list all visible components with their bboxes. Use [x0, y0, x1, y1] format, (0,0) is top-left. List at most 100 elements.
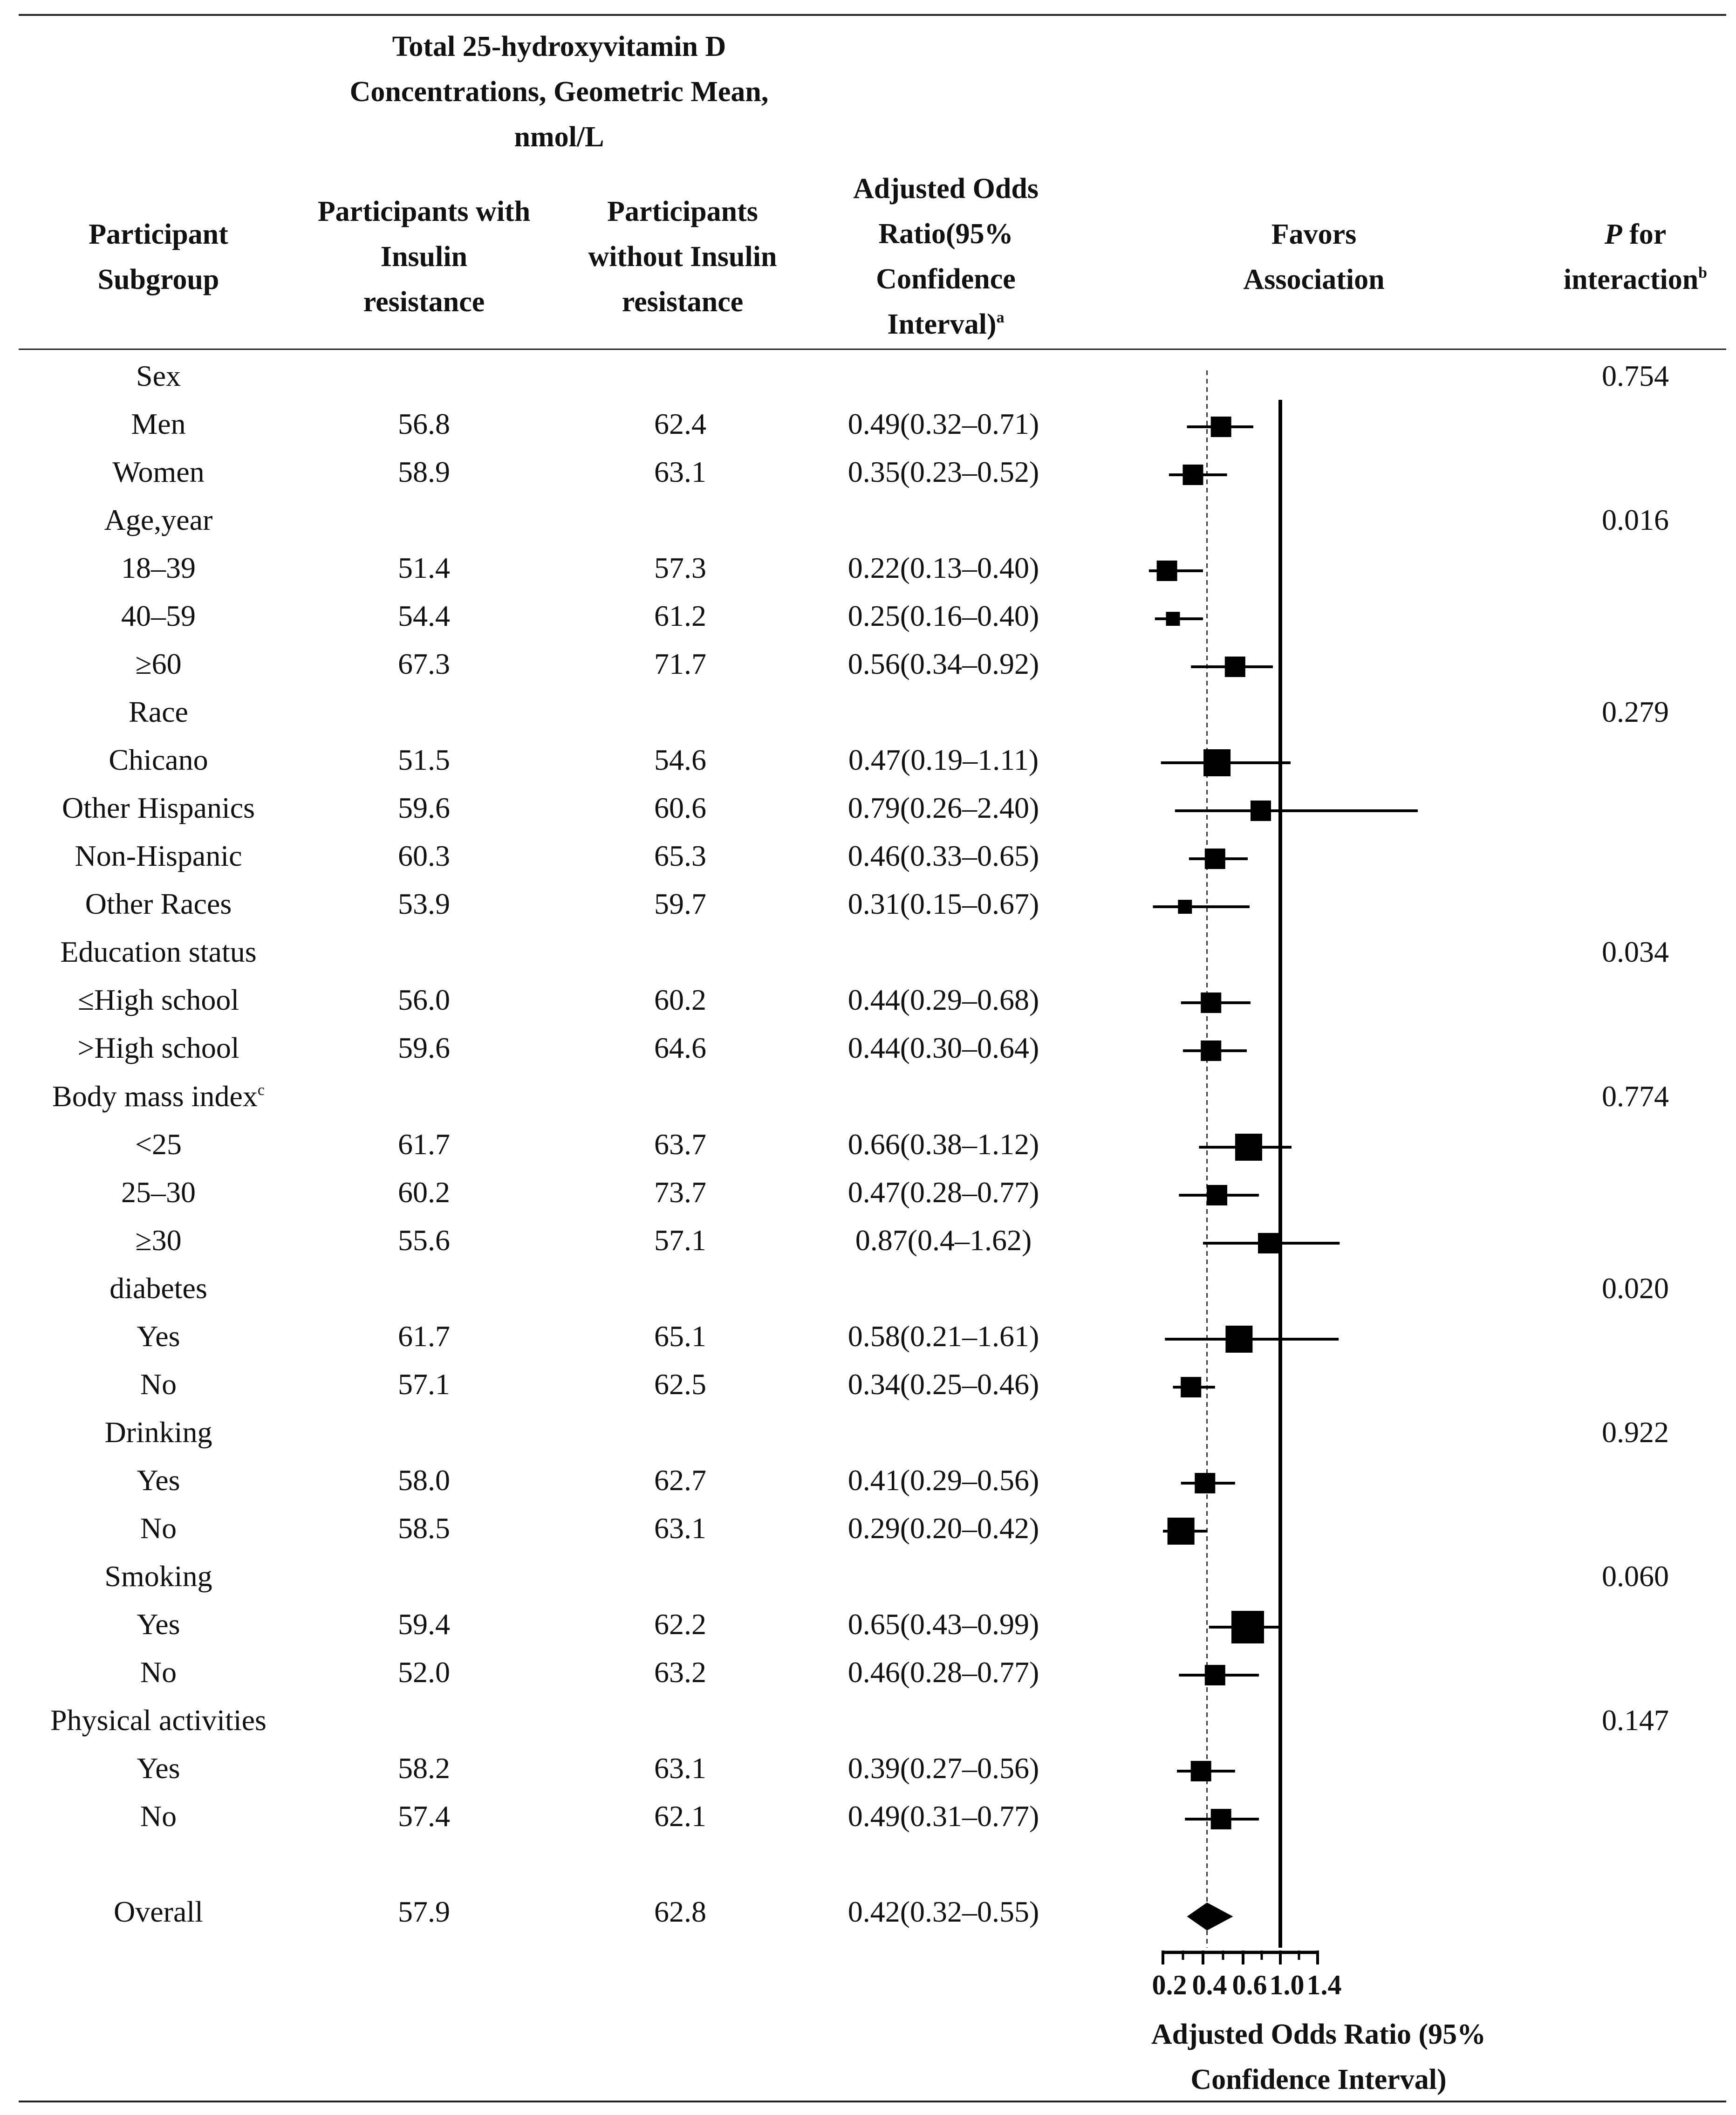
- row-p-interaction: 0.147: [1602, 1704, 1669, 1737]
- row-label-text: Body mass index: [52, 1080, 258, 1113]
- row-without-ir-value: 62.1: [654, 1800, 706, 1833]
- row-with-ir-value: 53.9: [398, 887, 450, 920]
- row-odds-ratio-text: 0.49(0.31–0.77): [847, 1800, 1039, 1833]
- row-without-ir-value: 57.1: [654, 1224, 706, 1257]
- row-group-label: Smoking: [104, 1560, 212, 1593]
- row-odds-ratio-text: 0.31(0.15–0.67): [847, 887, 1039, 920]
- row-odds-ratio-text: 0.49(0.32–0.71): [847, 407, 1039, 440]
- row-group-label: Drinking: [104, 1416, 212, 1449]
- row-without-ir-value: 63.1: [654, 1512, 706, 1545]
- row-group-label: diabetes: [109, 1272, 207, 1305]
- row-without-ir-value: 71.7: [654, 647, 706, 680]
- row-odds-ratio-text: 0.46(0.33–0.65): [847, 839, 1039, 872]
- header-rule: [19, 349, 1726, 350]
- row-subgroup-label: No: [140, 1368, 177, 1401]
- x-axis-title-line-1: Adjusted Odds Ratio (95%: [1151, 2019, 1486, 2050]
- point-estimate-marker: [1231, 1611, 1264, 1643]
- row-subgroup-label: Yes: [137, 1320, 180, 1353]
- row-odds-ratio-text: 0.56(0.34–0.92): [847, 647, 1039, 680]
- row-odds-ratio-text: 0.58(0.21–1.61): [847, 1320, 1039, 1353]
- row-p-interaction: 0.774: [1602, 1080, 1669, 1113]
- row-subgroup-label: Other Hispanics: [62, 791, 255, 824]
- point-estimate-marker: [1167, 1518, 1195, 1545]
- row-p-interaction: 0.060: [1602, 1560, 1669, 1593]
- x-tick-label: 1.0: [1270, 1970, 1305, 2000]
- row-with-ir-value: 52.0: [398, 1656, 450, 1689]
- row-subgroup-label: No: [140, 1512, 177, 1545]
- row-p-interaction: 0.020: [1602, 1272, 1669, 1305]
- header-adjusted-odds-ratio: Adjusted Odds Ratio(95% Confidence Inter…: [853, 173, 1039, 340]
- point-estimate-marker: [1166, 612, 1180, 626]
- row-group-label: Physical activities: [50, 1704, 267, 1737]
- row-odds-ratio-text: 0.66(0.38–1.12): [847, 1128, 1039, 1161]
- row-subgroup-label: 40–59: [121, 599, 196, 632]
- point-estimate-marker: [1204, 1665, 1225, 1685]
- row-without-ir-value: 59.7: [654, 887, 706, 920]
- point-estimate-marker: [1195, 1473, 1216, 1493]
- row-with-ir-value: 60.3: [398, 839, 450, 872]
- header-favors-association: Favors Association: [1243, 219, 1385, 295]
- row-label-superscript: c: [257, 1081, 265, 1099]
- row-without-ir-value: 54.6: [654, 743, 706, 776]
- overall-with-ir-value: 57.9: [398, 1895, 450, 1928]
- point-estimate-marker: [1251, 801, 1271, 821]
- bottom-rule: [19, 2101, 1726, 2102]
- row-with-ir-value: 61.7: [398, 1320, 450, 1353]
- row-subgroup-label: Other Races: [85, 887, 232, 920]
- row-without-ir-value: 63.1: [654, 455, 706, 488]
- overall-without-ir-value: 62.8: [654, 1895, 706, 1928]
- point-estimate-marker: [1181, 1377, 1202, 1397]
- row-with-ir-value: 51.4: [398, 551, 450, 584]
- row-group-label: Age,year: [104, 503, 213, 536]
- row-p-interaction: 0.034: [1602, 935, 1669, 968]
- row-p-interaction: 0.016: [1602, 503, 1669, 536]
- row-subgroup-label: Men: [131, 407, 186, 440]
- row-with-ir-value: 60.2: [398, 1176, 450, 1209]
- row-group-label: Body mass indexc: [14, 1078, 303, 1115]
- row-subgroup-label: Yes: [137, 1752, 180, 1785]
- header-p-for-interaction: P for interactionb: [1563, 219, 1708, 295]
- row-subgroup-label: ≥30: [135, 1224, 182, 1257]
- row-without-ir-value: 62.2: [654, 1608, 706, 1641]
- row-without-ir-value: 62.4: [654, 407, 706, 440]
- point-estimate-marker: [1182, 465, 1203, 485]
- point-estimate-marker: [1235, 1134, 1262, 1161]
- row-odds-ratio-text: 0.44(0.30–0.64): [847, 1031, 1039, 1064]
- row-subgroup-label: Yes: [137, 1608, 180, 1641]
- point-estimate-marker: [1258, 1233, 1278, 1253]
- point-estimate-marker: [1178, 900, 1192, 914]
- row-odds-ratio-text: 0.25(0.16–0.40): [847, 599, 1039, 632]
- row-without-ir-value: 61.2: [654, 599, 706, 632]
- row-without-ir-value: 64.6: [654, 1031, 706, 1064]
- x-axis-title-line-2: Confidence Interval): [1190, 2064, 1447, 2095]
- row-with-ir-value: 56.8: [398, 407, 450, 440]
- row-subgroup-label: ≥60: [135, 647, 182, 680]
- row-with-ir-value: 51.5: [398, 743, 450, 776]
- row-without-ir-value: 73.7: [654, 1176, 706, 1209]
- row-with-ir-value: 56.0: [398, 983, 450, 1016]
- overall-label: Overall: [114, 1895, 203, 1928]
- row-group-label: Sex: [136, 359, 181, 392]
- row-odds-ratio-text: 0.34(0.25–0.46): [847, 1368, 1039, 1401]
- row-without-ir-value: 63.2: [654, 1656, 706, 1689]
- header-with-insulin-resistance: Participants with Insulin resistance: [317, 196, 531, 318]
- row-subgroup-label: Women: [112, 455, 205, 488]
- row-p-interaction: 0.754: [1602, 359, 1669, 392]
- point-estimate-marker: [1207, 1185, 1228, 1205]
- row-odds-ratio-text: 0.39(0.27–0.56): [847, 1752, 1039, 1785]
- point-estimate-marker: [1203, 749, 1231, 776]
- row-with-ir-value: 59.6: [398, 791, 450, 824]
- overall-diamond: [1187, 1903, 1233, 1930]
- row-with-ir-value: 59.4: [398, 1608, 450, 1641]
- row-odds-ratio-text: 0.44(0.29–0.68): [847, 983, 1039, 1016]
- row-odds-ratio-text: 0.35(0.23–0.52): [847, 455, 1039, 488]
- row-without-ir-value: 60.2: [654, 983, 706, 1016]
- row-odds-ratio-text: 0.79(0.26–2.40): [847, 791, 1039, 824]
- row-subgroup-label: No: [140, 1656, 177, 1689]
- row-odds-ratio-text: 0.22(0.13–0.40): [847, 551, 1039, 584]
- row-with-ir-value: 61.7: [398, 1128, 450, 1161]
- point-estimate-marker: [1210, 1809, 1231, 1829]
- row-with-ir-value: 58.9: [398, 455, 450, 488]
- x-tick-label: 0.6: [1232, 1970, 1267, 2000]
